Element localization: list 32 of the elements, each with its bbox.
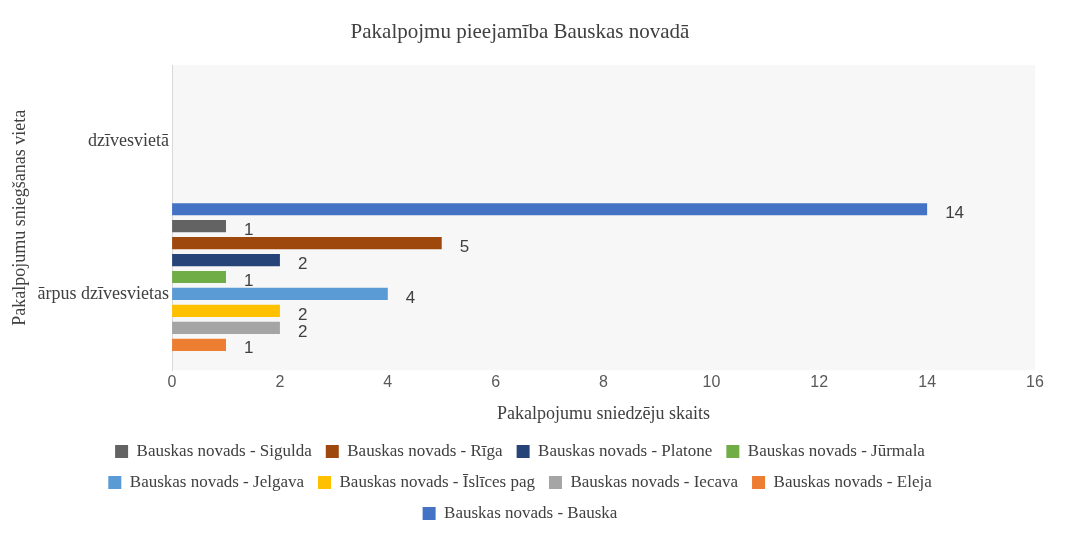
x-tick-label: 4: [383, 373, 393, 391]
y-tick-label: dzīvesvietā: [88, 130, 170, 151]
legend-label: Bauskas novads - Sigulda: [136, 440, 313, 460]
x-tick-label: 0: [167, 373, 177, 391]
legend-label: Bauskas novads - Bauska: [444, 502, 618, 522]
y-axis-title: Pakalpojumu sniegšanas vieta: [8, 109, 29, 326]
legend-label: Bauskas novads - Jelgava: [129, 471, 305, 491]
x-tick-label: 8: [599, 373, 609, 391]
chart-title: Pakalpojmu pieejamība Bauskas novadā: [350, 19, 691, 44]
data-label: 4: [405, 287, 416, 307]
x-tick-label: 10: [702, 373, 721, 391]
legend-label: Bauskas novads - Jūrmala: [747, 440, 926, 460]
x-axis-title: Pakalpojumu sniedzēju skaits: [497, 402, 711, 423]
x-tick-label: 12: [810, 373, 829, 391]
data-label: 1: [243, 338, 254, 358]
legend-label: Bauskas novads - Rīga: [347, 440, 504, 460]
data-label: 2: [297, 321, 308, 341]
data-label: 14: [945, 202, 965, 222]
data-label: 2: [297, 304, 308, 324]
data-label: 2: [297, 253, 308, 273]
legend-label: Bauskas novads - Eleja: [773, 471, 933, 491]
x-tick-label: 16: [1026, 373, 1044, 391]
data-label: 1: [243, 219, 254, 239]
legend-label: Bauskas novads - Platone: [538, 440, 713, 460]
y-tick-label: ārpus dzīvesvietas: [37, 282, 170, 303]
data-label: 1: [243, 270, 254, 290]
legend-label: Bauskas novads - Iecava: [570, 471, 739, 491]
x-tick-label: 2: [275, 373, 285, 391]
data-label: 5: [459, 236, 470, 256]
x-tick-label: 6: [491, 373, 501, 391]
x-tick-label: 14: [918, 373, 937, 391]
legend-label: Bauskas novads - Īslīces pag: [339, 471, 536, 491]
